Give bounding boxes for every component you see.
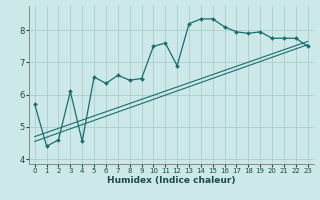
X-axis label: Humidex (Indice chaleur): Humidex (Indice chaleur) [107, 176, 236, 185]
